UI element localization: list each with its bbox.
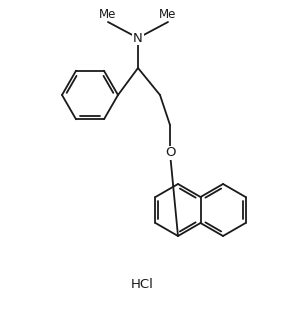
Text: Me: Me [159,8,177,21]
Text: N: N [133,32,143,45]
Text: Me: Me [99,8,117,21]
Text: O: O [165,147,175,159]
Text: HCl: HCl [131,279,153,291]
